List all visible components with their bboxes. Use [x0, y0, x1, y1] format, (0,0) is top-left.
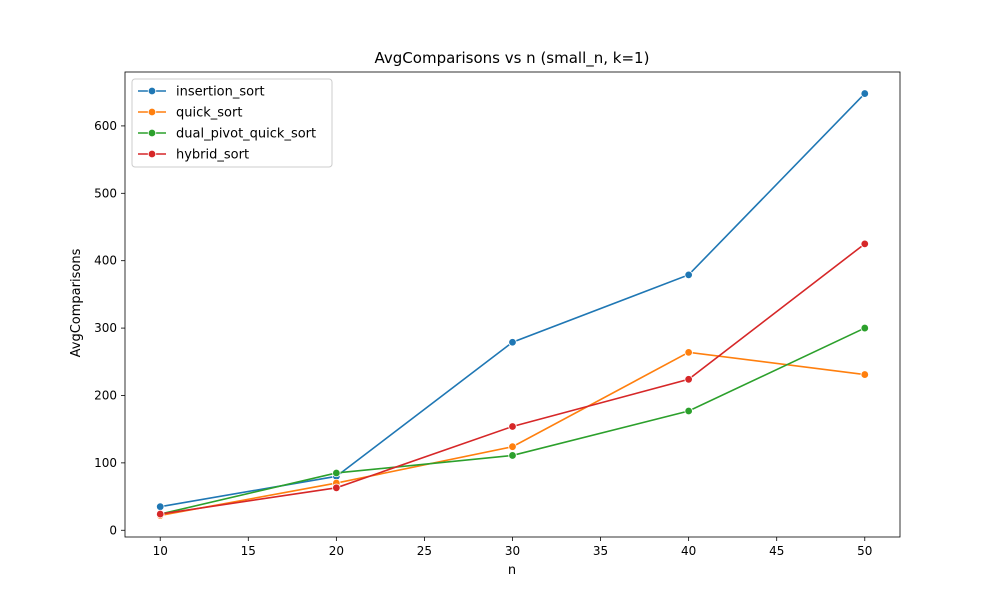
legend-label-dual-pivot-quick-sort: dual_pivot_quick_sort	[176, 127, 316, 142]
x-tick-label: 45	[769, 544, 784, 558]
data-point-dual-pivot-quick-sort	[332, 468, 341, 478]
legend-marker-hybrid-sort	[147, 149, 157, 159]
chart-title: AvgComparisons vs n (small_n, k=1)	[375, 49, 650, 68]
x-tick-label: 20	[329, 544, 344, 558]
data-point-insertion-sort	[156, 502, 165, 511]
y-tick-label: 400	[94, 254, 117, 268]
x-tick-label: 25	[417, 544, 432, 558]
data-point-quick-sort	[508, 442, 517, 451]
data-point-insertion-sort	[508, 338, 517, 347]
x-tick-label: 15	[241, 544, 256, 558]
data-point-insertion-sort	[684, 270, 693, 280]
y-tick-label: 200	[94, 388, 117, 402]
data-point-dual-pivot-quick-sort	[684, 406, 693, 416]
x-tick-label: 40	[681, 544, 696, 558]
data-point-hybrid-sort	[508, 422, 517, 431]
data-point-quick-sort	[684, 348, 693, 357]
y-tick-label: 0	[109, 523, 117, 537]
legend-label-hybrid-sort: hybrid_sort	[176, 148, 249, 163]
legend-marker-dual-pivot-quick-sort	[147, 128, 157, 138]
data-point-hybrid-sort	[156, 509, 165, 519]
y-tick-label: 300	[94, 321, 117, 335]
data-point-insertion-sort	[860, 89, 869, 98]
data-point-dual-pivot-quick-sort	[860, 323, 869, 333]
y-tick-label: 100	[94, 456, 117, 470]
data-point-hybrid-sort	[860, 239, 869, 249]
legend-label-insertion-sort: insertion_sort	[176, 85, 265, 100]
legend-marker-insertion-sort	[147, 86, 157, 96]
data-point-hybrid-sort	[684, 375, 693, 384]
x-tick-label: 30	[505, 544, 520, 558]
legend: insertion_sort quick_sort dual_pivot_quick…	[131, 78, 333, 168]
y-tick-label: 600	[94, 119, 117, 133]
legend-marker-quick-sort	[147, 107, 157, 117]
data-point-hybrid-sort	[332, 483, 341, 493]
data-point-quick-sort	[860, 370, 869, 379]
x-axis-label: n	[508, 563, 516, 578]
y-axis-label: AvgComparisons	[69, 248, 84, 357]
x-tick-label: 10	[153, 544, 168, 558]
legend-label-quick-sort: quick_sort	[176, 106, 242, 121]
x-tick-label: 50	[857, 544, 872, 558]
x-tick-label: 35	[593, 544, 608, 558]
data-point-dual-pivot-quick-sort	[508, 451, 517, 460]
y-tick-label: 500	[94, 186, 117, 200]
legend-box	[131, 78, 333, 168]
